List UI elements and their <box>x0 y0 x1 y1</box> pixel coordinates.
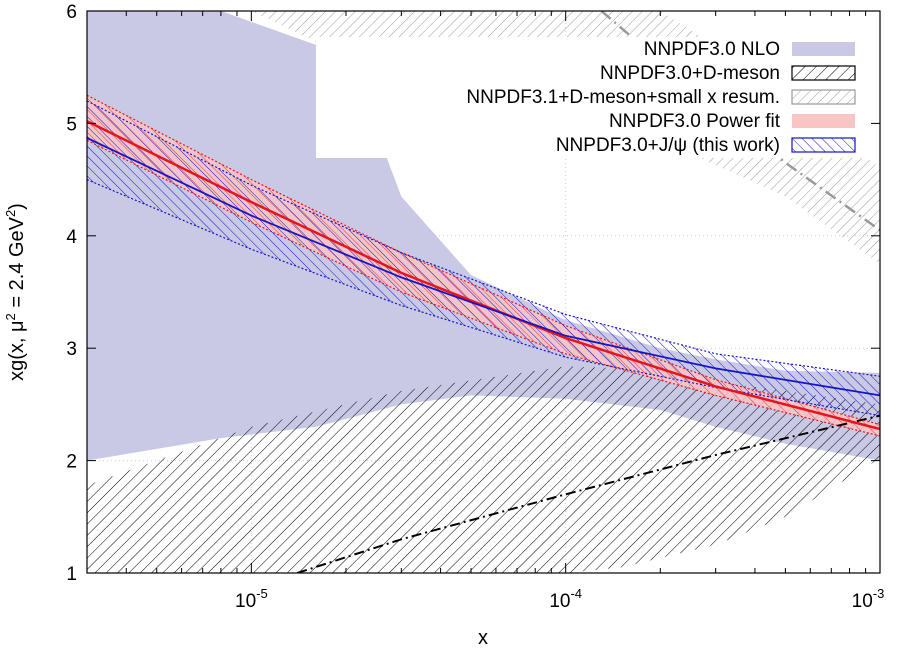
legend-key-power-fit <box>792 114 855 128</box>
y-axis-title: xg(x, μ2 = 2.4 GeV2) <box>3 203 28 381</box>
line-central-power-fit <box>87 120 880 431</box>
legend-label-dmeson: NNPDF3.0+D-meson <box>600 63 780 84</box>
line-central-nnpdf31-resum <box>600 11 880 232</box>
y-tick-label-1: 2 <box>66 452 77 473</box>
legend-label-jpsi: NNPDF3.0+J/ψ (this work) <box>556 135 780 156</box>
legend-box <box>316 37 872 158</box>
band-dmeson <box>87 366 880 573</box>
y-tick-label-4: 5 <box>66 114 77 135</box>
band-jpsi <box>87 100 880 416</box>
y-tick-label-3: 4 <box>66 227 77 248</box>
plot-frame <box>86 10 881 574</box>
y-axis-title-prefix: xg(x, μ <box>6 320 28 380</box>
y-tick-label-2: 3 <box>66 339 77 360</box>
legend-key-jpsi <box>791 137 856 153</box>
y-axis-title-sup1: 2 <box>3 313 18 320</box>
edge-lower-jpsi <box>87 179 880 417</box>
x-tick-label-2: 10-3 <box>852 586 885 612</box>
x-axis-title: x <box>478 627 488 649</box>
legend-key-nnpdf31-resum <box>791 89 856 105</box>
y-axis-title-mid: = 2.4 GeV <box>6 216 28 313</box>
x-tick-label-1: 10-4 <box>549 586 582 612</box>
legend: NNPDF3.0 NLO NNPDF3.0+D-meson NNPDF3.1+D-m… <box>316 37 872 158</box>
line-central-jpsi <box>87 137 880 397</box>
y-axis-title-sup2: 2 <box>3 210 18 217</box>
legend-key-dmeson <box>791 65 856 81</box>
ticks: 1 2 3 4 5 6 10-5 10-4 10-3 <box>66 2 884 612</box>
y-axis-title-suffix: ) <box>6 203 28 210</box>
legend-label-power-fit: NNPDF3.0 Power fit <box>609 111 781 132</box>
legend-label-nnpdf31-resum: NNPDF3.1+D-meson+small x resum. <box>466 87 780 108</box>
edge-lower-power-fit <box>87 139 880 437</box>
legend-key-nnpdf30-nlo <box>792 42 855 56</box>
band-nnpdf30-nlo <box>87 11 880 461</box>
edge-upper-jpsi <box>87 100 880 377</box>
legend-label-nnpdf30-nlo: NNPDF3.0 NLO <box>644 39 780 60</box>
x-tick-label-0: 10-5 <box>235 586 268 612</box>
y-tick-label-5: 6 <box>66 2 77 23</box>
y-tick-label-0: 1 <box>66 564 77 585</box>
edge-upper-power-fit <box>87 94 880 426</box>
lines <box>87 11 880 573</box>
